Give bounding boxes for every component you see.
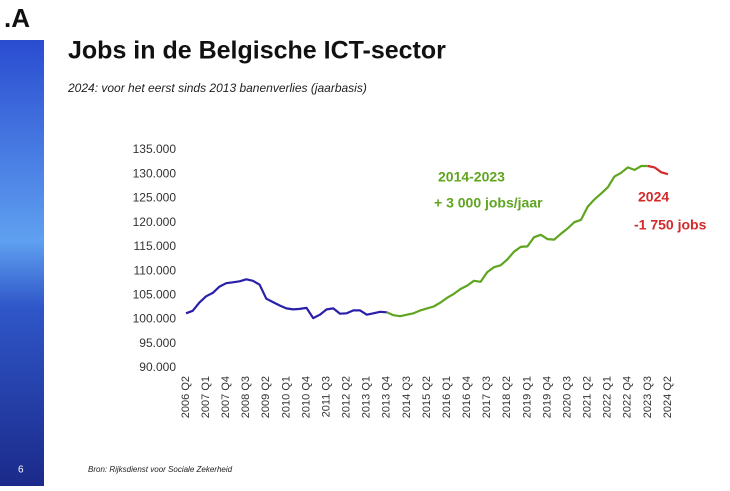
series-line [386, 164, 648, 318]
y-tick-label: 120.000 [133, 215, 177, 229]
annotation: + 3 000 jobs/jaar [434, 195, 543, 211]
x-tick-label: 2022 Q4 [622, 376, 634, 418]
x-tick-label: 2017 Q3 [481, 376, 493, 418]
x-tick-label: 2015 Q2 [421, 376, 433, 418]
chart-title: Jobs in de Belgische ICT-sector [68, 37, 446, 65]
annotation: 2014-2023 [438, 169, 505, 185]
annotation: 2024 [638, 189, 669, 205]
x-tick-label: 2024 Q2 [662, 376, 674, 418]
annotation: -1 750 jobs [634, 217, 707, 233]
x-tick-label: 2010 Q1 [280, 376, 292, 418]
x-tick-label: 2018 Q2 [501, 376, 513, 418]
x-tick-label: 2008 Q3 [240, 376, 252, 418]
y-tick-label: 125.000 [133, 191, 177, 205]
x-tick-label: 2009 Q2 [260, 376, 272, 418]
chart-subtitle: 2024: voor het eerst sinds 2013 banenver… [67, 81, 367, 95]
y-tick-label: 90.000 [139, 360, 176, 374]
y-tick-label: 100.000 [133, 312, 177, 326]
x-tick-label: 2007 Q4 [220, 376, 232, 418]
y-tick-label: 95.000 [139, 336, 176, 350]
x-tick-label: 2010 Q4 [300, 376, 312, 418]
x-tick-label: 2007 Q1 [200, 376, 212, 418]
y-tick-label: 105.000 [133, 288, 177, 302]
y-tick-label: 110.000 [134, 263, 177, 277]
x-tick-label: 2016 Q4 [461, 376, 473, 418]
x-tick-label: 2016 Q1 [441, 376, 453, 418]
x-tick-label: 2019 Q4 [541, 376, 553, 418]
y-tick-label: 130.000 [133, 166, 177, 180]
x-tick-label: 2011 Q3 [320, 376, 332, 417]
x-tick-label: 2012 Q2 [341, 376, 353, 418]
x-tick-label: 2013 Q1 [361, 376, 373, 418]
x-tick-label: 2014 Q3 [401, 376, 413, 418]
x-tick-label: 2019 Q1 [521, 376, 533, 418]
y-tick-label: 115.000 [134, 239, 177, 253]
series-line [185, 278, 387, 320]
x-tick-label: 2020 Q3 [561, 376, 573, 418]
logo: .A [4, 3, 30, 33]
x-tick-label: 2006 Q2 [180, 376, 192, 418]
x-tick-label: 2023 Q3 [642, 376, 654, 418]
y-tick-label: 135.000 [133, 142, 177, 156]
series-line [647, 164, 669, 176]
side-strip [0, 40, 44, 486]
x-tick-label: 2021 Q2 [582, 376, 594, 418]
x-tick-label: 2013 Q4 [381, 376, 393, 418]
source: Bron: Rijksdienst voor Sociale Zekerheid [88, 465, 233, 474]
page-number: 6 [18, 465, 24, 476]
x-tick-label: 2022 Q1 [602, 376, 614, 418]
